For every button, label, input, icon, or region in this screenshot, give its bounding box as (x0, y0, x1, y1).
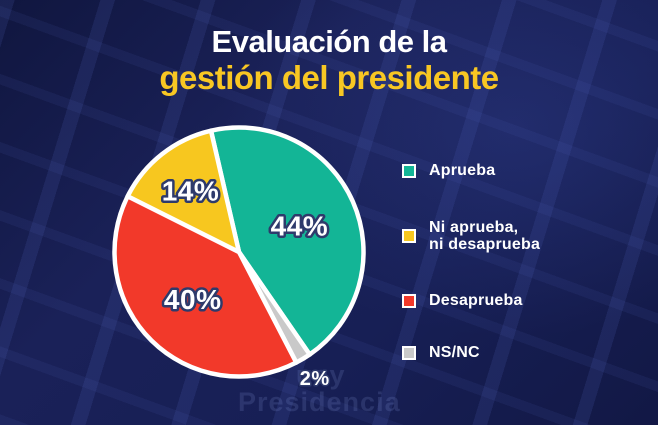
pie-slice-ni-aprueba-ni-desaprueba (125, 128, 242, 255)
pie-chart-svg: 44% 2% 40% 14% (112, 125, 366, 391)
pie-percentage-label: 2% (300, 368, 330, 390)
watermark-line: Presidencia (238, 387, 401, 417)
chart-title-line2: gestión del presidente (159, 59, 499, 96)
legend-label: Desaprueba (429, 292, 523, 309)
legend-label: NS/NC (429, 344, 480, 361)
legend-label-line: ni desaprueba (429, 236, 541, 253)
watermark-line: uay (296, 360, 346, 390)
pie-slice-aprueba (208, 125, 366, 357)
legend-swatch-ni-aprueba-ni-desaprueba (402, 229, 416, 243)
legend-label-line: Aprueba (429, 162, 496, 179)
legend-item-aprueba: Aprueba (402, 162, 495, 179)
chart-title: Evaluación de la gestión del presidente (0, 24, 658, 97)
legend-label-line: NS/NC (429, 344, 480, 361)
chart-title-line1: Evaluación de la (211, 24, 447, 59)
pie-chart: 44% 2% 40% 14% (79, 92, 399, 412)
pie-percentage-label: 44% (271, 210, 329, 241)
pie-percentage-label: 40% (164, 284, 222, 315)
legend-item-ns-nc: NS/NC (402, 344, 480, 361)
chart-legend: Aprueba Ni aprueba, ni desaprueba Desapr… (402, 0, 648, 425)
legend-label: Aprueba (429, 162, 495, 179)
legend-swatch-desaprueba (402, 293, 416, 308)
legend-item-ni-aprueba-ni-desaprueba: Ni aprueba, ni desaprueba (402, 219, 540, 253)
legend-swatch-aprueba (402, 163, 416, 178)
legend-label-line: Desaprueba (429, 292, 523, 309)
legend-item-desaprueba: Desaprueba (402, 292, 523, 309)
legend-swatch-ns-nc (402, 345, 416, 360)
pie-percentage-label: 14% (162, 175, 220, 206)
legend-label: Ni aprueba, ni desaprueba (429, 219, 540, 253)
legend-label-line: Ni aprueba, (429, 219, 519, 236)
pie-slice-desaprueba (112, 194, 299, 379)
